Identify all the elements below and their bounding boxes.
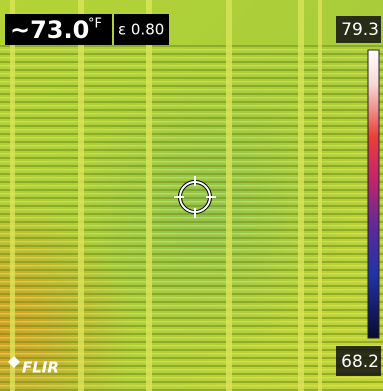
scale-max: 79.3: [341, 20, 379, 40]
unit: °F: [88, 17, 102, 32]
logo: FLIR: [22, 359, 59, 377]
louver-slats: [0, 44, 383, 391]
color-scale: [368, 50, 379, 338]
thermal-view: ~73.0 °F ε 0.80 79.3 68.2 FLIR: [0, 0, 383, 391]
emissivity: ε 0.80: [118, 21, 164, 39]
temperature: ~73.0: [10, 16, 89, 44]
scale-min: 68.2: [341, 352, 379, 372]
